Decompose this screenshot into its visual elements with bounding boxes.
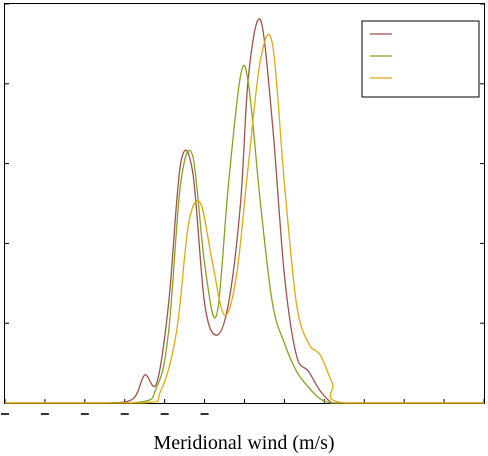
legend xyxy=(361,20,480,98)
legend-box xyxy=(361,20,480,98)
x-axis-label: Meridional wind (m/s) xyxy=(153,432,334,454)
plot-frame xyxy=(4,3,485,404)
series-layer xyxy=(5,18,484,404)
series-line-1 xyxy=(5,64,484,404)
tick-marks xyxy=(1,3,485,415)
series-line-2 xyxy=(5,33,484,404)
